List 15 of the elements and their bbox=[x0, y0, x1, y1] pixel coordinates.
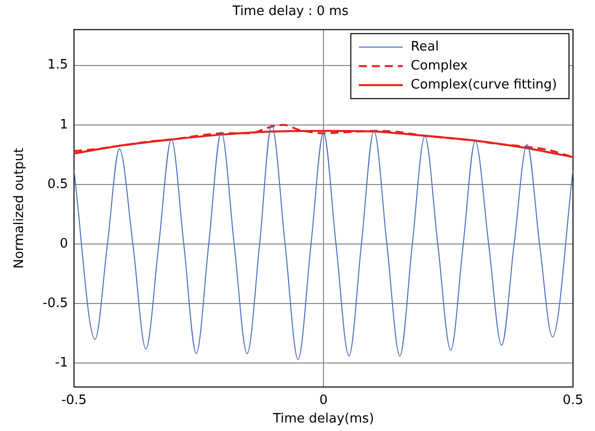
y-tick-label: 0 bbox=[60, 236, 68, 252]
y-tick-label: 0.5 bbox=[47, 176, 68, 192]
y-tick-label: 1.5 bbox=[47, 58, 68, 73]
y-tick-label: -1 bbox=[55, 356, 68, 371]
x-tick-label: 0.5 bbox=[562, 393, 584, 408]
chart-title: Time delay : 0 ms bbox=[232, 4, 349, 20]
legend-label: Complex(curve fitting) bbox=[410, 77, 558, 92]
x-tick-label: 0 bbox=[319, 393, 328, 408]
line-series bbox=[74, 124, 573, 360]
x-axis-title: Time delay(ms) bbox=[272, 412, 374, 427]
y-tick-label: -0.5 bbox=[42, 296, 68, 311]
y-tick-label: 1 bbox=[60, 117, 68, 132]
legend-label: Real bbox=[410, 39, 439, 54]
y-axis-title: Normalized output bbox=[12, 148, 28, 269]
legend-label: Complex bbox=[410, 58, 468, 74]
